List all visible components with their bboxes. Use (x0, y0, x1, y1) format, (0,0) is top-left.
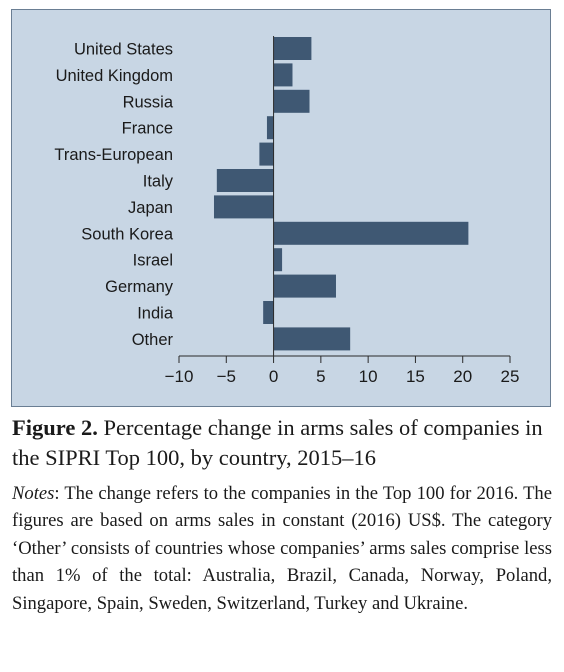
category-label: Trans-European (54, 146, 173, 164)
bar (273, 63, 293, 87)
category-label: Israel (133, 252, 173, 270)
x-tick-label: 0 (269, 367, 278, 386)
x-tick-label: 25 (501, 367, 520, 386)
bar (216, 169, 274, 192)
category-label: Japan (128, 199, 173, 217)
figure-notes: Notes: The change refers to the companie… (12, 480, 552, 617)
bar (273, 274, 336, 298)
bar (259, 142, 274, 166)
category-label: India (137, 305, 174, 323)
bar-chart: United States United Kingdom Russia France T… (54, 36, 520, 386)
figure-caption: Figure 2. Percentage change in arms sale… (12, 413, 552, 473)
bar (213, 195, 274, 219)
category-label: Italy (143, 173, 174, 191)
bar (273, 89, 310, 113)
x-tick-label: 20 (453, 367, 472, 386)
x-tick-label: −10 (165, 367, 194, 386)
x-tick-label: 10 (359, 367, 378, 386)
x-tick-label: 5 (316, 367, 325, 386)
category-label: France (122, 120, 173, 138)
notes-label: Notes (12, 483, 55, 504)
x-tick-label: −5 (217, 367, 236, 386)
bar (273, 248, 283, 272)
bar (273, 327, 351, 351)
bar (263, 301, 274, 324)
x-tick-label: 15 (406, 367, 425, 386)
chart-panel: United States United Kingdom Russia France T… (11, 9, 551, 407)
category-label: United States (74, 41, 173, 59)
category-label: United Kingdom (56, 67, 173, 85)
notes-text: : The change refers to the companies in … (12, 483, 552, 614)
bar (266, 116, 274, 140)
bar (273, 37, 312, 60)
category-label: Other (132, 331, 174, 349)
figure-label: Figure 2. (12, 415, 98, 440)
category-label: Germany (105, 278, 174, 296)
category-label: South Korea (81, 225, 174, 243)
category-label: Russia (123, 93, 174, 111)
figure-caption-text: Percentage change in arms sales of compa… (12, 415, 543, 470)
bar (273, 221, 469, 245)
